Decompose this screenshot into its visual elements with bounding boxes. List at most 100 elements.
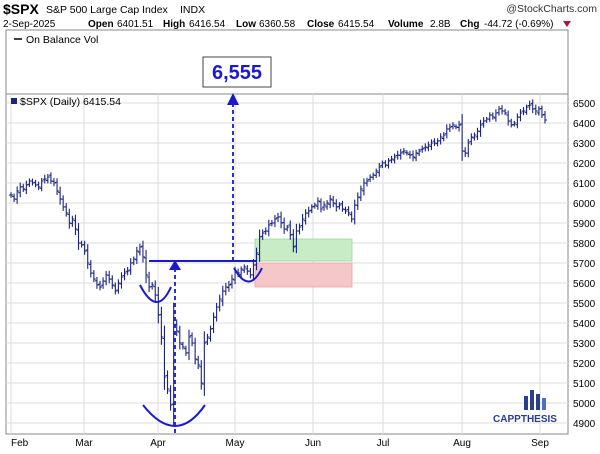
price-bar xyxy=(438,133,443,145)
y-tick-label: 6300 xyxy=(573,139,596,150)
price-bar xyxy=(300,213,305,231)
price-bar xyxy=(312,202,317,209)
price-bar xyxy=(226,280,231,292)
price-bar xyxy=(119,272,124,289)
price-bar xyxy=(177,325,182,350)
price-bar xyxy=(322,201,327,211)
price-bar xyxy=(67,208,72,229)
green-zone xyxy=(254,238,353,262)
price-bar xyxy=(279,211,284,229)
price-bar xyxy=(420,145,425,153)
price-bar xyxy=(457,120,462,132)
price-bar xyxy=(450,122,455,130)
logo-bar-3 xyxy=(536,394,540,410)
price-bar xyxy=(257,229,262,262)
price-bar xyxy=(478,119,483,137)
left-shoulder-arc xyxy=(139,284,172,303)
obv-legend: On Balance Vol xyxy=(26,34,98,46)
head-arc xyxy=(142,404,206,427)
price-bar xyxy=(199,360,204,390)
up-arrow-icon xyxy=(169,260,181,270)
x-tick-label: Aug xyxy=(453,438,471,449)
y-tick-label: 6100 xyxy=(573,179,596,190)
price-bar xyxy=(417,148,422,157)
y-tick-label: 6200 xyxy=(573,159,596,170)
y-tick-label: 5500 xyxy=(573,299,596,310)
chg-label: Chg xyxy=(460,19,479,30)
y-tick-label: 6500 xyxy=(573,99,596,110)
price-bar xyxy=(374,168,379,178)
price-bar xyxy=(122,268,127,281)
price-bar xyxy=(73,214,78,236)
price-bar xyxy=(383,160,388,168)
price-bar xyxy=(291,229,296,253)
cappthesis-logo: CAPPTHESIS xyxy=(493,390,557,425)
price-bar xyxy=(466,138,471,158)
price-bar xyxy=(168,385,173,411)
price-bar xyxy=(401,148,406,155)
price-bar xyxy=(165,370,170,394)
price-bar xyxy=(288,220,293,240)
price-bar xyxy=(82,240,87,255)
price-bar xyxy=(297,223,302,235)
y-tick-label: 5800 xyxy=(573,239,596,250)
volume-label: Volume xyxy=(388,19,424,30)
price-bar xyxy=(309,204,314,214)
price-bar xyxy=(144,249,149,284)
price-bar xyxy=(377,162,382,177)
price-bar xyxy=(543,110,547,124)
price-legend-icon xyxy=(11,98,17,104)
y-tick-label: 5600 xyxy=(573,279,596,290)
price-bar xyxy=(113,282,118,295)
price-bar xyxy=(346,206,351,217)
x-tick-label: May xyxy=(226,438,245,449)
price-bar xyxy=(98,280,102,291)
price-bar xyxy=(355,192,360,210)
price-bar xyxy=(426,141,431,152)
price-bar xyxy=(411,150,416,162)
index-name: S&P 500 Large Cap Index xyxy=(46,4,169,16)
price-bar xyxy=(162,325,167,390)
x-tick-label: Mar xyxy=(75,438,93,449)
obv-panel xyxy=(5,29,569,95)
x-tick-label: Sep xyxy=(531,438,549,449)
price-bar xyxy=(266,219,271,237)
y-tick-label: 5000 xyxy=(573,399,596,410)
price-bar xyxy=(205,333,210,346)
price-bar xyxy=(414,149,419,162)
price-bar xyxy=(365,177,369,187)
close-label: Close xyxy=(307,19,335,30)
price-bar xyxy=(30,178,35,186)
price-bar xyxy=(21,183,26,192)
price-bar xyxy=(70,215,75,227)
price-bar xyxy=(386,158,391,169)
price-bar xyxy=(423,143,428,152)
price-bar xyxy=(518,108,523,122)
volume-value: 2.8B xyxy=(430,19,451,30)
price-bar xyxy=(475,127,480,141)
price-bar xyxy=(140,240,145,263)
price-bar xyxy=(340,200,345,212)
price-bar xyxy=(116,279,121,294)
price-bar xyxy=(432,138,437,146)
price-bar xyxy=(398,148,403,160)
price-bar xyxy=(469,133,474,146)
y-tick-label: 5100 xyxy=(573,379,596,390)
price-bar xyxy=(260,229,265,240)
price-bar xyxy=(51,178,56,187)
price-bar xyxy=(193,337,198,365)
price-bar xyxy=(503,108,508,116)
price-bar xyxy=(539,105,544,119)
logo-bar-1 xyxy=(524,396,528,410)
y-tick-label: 5700 xyxy=(573,259,596,270)
x-tick-label: Apr xyxy=(150,438,166,449)
target-box xyxy=(202,56,272,88)
price-bar xyxy=(187,329,191,361)
price-bar xyxy=(429,139,434,151)
price-bar xyxy=(110,275,115,289)
x-tick-label: Jun xyxy=(305,438,321,449)
low-value: 6360.58 xyxy=(259,19,296,30)
price-bar xyxy=(441,132,446,142)
watermark: @StockCharts.com xyxy=(506,3,597,15)
